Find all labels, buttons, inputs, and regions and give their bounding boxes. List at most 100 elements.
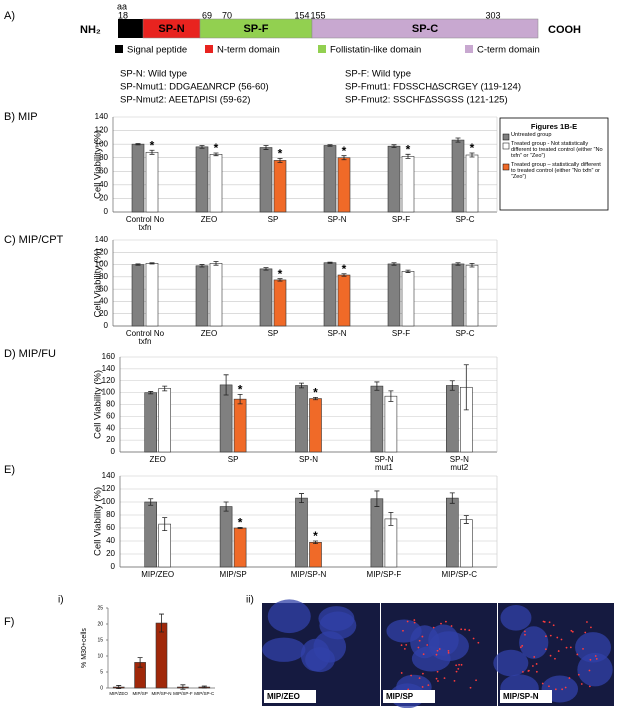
stain-dot xyxy=(523,630,526,633)
nucleus xyxy=(267,599,311,634)
bar xyxy=(273,160,287,213)
error-bar xyxy=(213,152,219,157)
nucleus xyxy=(319,611,357,640)
legend-label: Treated group – statistically different … xyxy=(511,162,601,180)
error-bar xyxy=(391,262,397,266)
error-bar xyxy=(199,145,205,149)
bar xyxy=(144,501,157,568)
bar xyxy=(370,385,384,453)
y-tick-label: 20 xyxy=(99,194,108,203)
error-bar xyxy=(277,278,283,282)
stain-dot xyxy=(421,686,424,688)
caption-bg xyxy=(264,690,316,703)
stain-dot xyxy=(435,677,438,680)
y-tick-label: 25 xyxy=(97,605,103,611)
x-tick-label: SP-N mut2 xyxy=(449,455,469,473)
stain-dot xyxy=(533,656,536,658)
y-tick-label: 140 xyxy=(102,471,116,480)
error-bar xyxy=(162,385,168,392)
bar xyxy=(445,385,459,453)
x-tick-label: MIP/SP-N xyxy=(151,691,172,696)
bar xyxy=(337,157,351,213)
nucleus xyxy=(493,649,529,677)
y-tick-label: 140 xyxy=(102,364,116,373)
aa-label: aa xyxy=(117,1,127,11)
stain-dot xyxy=(545,635,547,638)
error-bar xyxy=(469,152,475,158)
bar xyxy=(273,279,287,327)
residue-number: 18 xyxy=(118,10,128,20)
x-tick-label: ZEO xyxy=(200,329,218,338)
stain-dot xyxy=(580,683,583,685)
stain-dot xyxy=(432,626,435,629)
stain-dot xyxy=(406,620,409,623)
y-tick-label: 60 xyxy=(99,284,108,293)
y-tick-label: 100 xyxy=(95,260,109,269)
stain-dot xyxy=(564,686,567,689)
y-axis-label: % M30+cells xyxy=(81,628,88,668)
domain-block xyxy=(311,18,539,39)
stain-dot xyxy=(437,680,439,682)
stain-dot xyxy=(460,663,463,666)
stain-dot xyxy=(455,670,458,673)
legend-label: Signal peptide xyxy=(127,45,187,56)
stain-dot xyxy=(576,653,579,656)
stain-dot xyxy=(445,620,447,623)
x-tick-label: SP-N xyxy=(327,215,347,224)
stain-dot xyxy=(588,685,591,688)
stain-dot xyxy=(556,636,559,639)
stain-dot xyxy=(522,671,524,673)
y-tick-label: 80 xyxy=(99,272,108,281)
stain-dot xyxy=(418,677,421,680)
panel-label: E) xyxy=(4,464,15,476)
bar xyxy=(209,263,223,327)
stain-dot xyxy=(582,647,584,650)
y-tick-label: 80 xyxy=(99,153,108,162)
bar xyxy=(131,143,145,213)
x-tick-label: MIP/SP-C xyxy=(194,691,215,696)
image-caption: MIP/SP xyxy=(386,692,414,701)
x-tick-label: SP-F xyxy=(391,215,411,224)
stain-dot xyxy=(443,677,446,680)
bar xyxy=(387,263,401,327)
error-bar xyxy=(388,390,394,402)
y-tick-label: 60 xyxy=(106,411,115,420)
error-bar xyxy=(374,490,380,507)
residue-number: 69 xyxy=(202,10,212,20)
bar xyxy=(219,506,233,568)
stain-dot xyxy=(427,684,430,687)
y-tick-label: 15 xyxy=(97,637,103,643)
stain-dot xyxy=(519,646,522,649)
domain-label: SP-C xyxy=(412,23,438,35)
error-bar xyxy=(299,382,304,389)
bar xyxy=(195,265,209,327)
error-bar xyxy=(313,540,318,544)
error-bar xyxy=(237,394,243,405)
stain-dot xyxy=(548,685,550,688)
legend-swatch xyxy=(205,45,213,53)
domain-label: SP-N xyxy=(158,23,184,35)
bar xyxy=(323,262,337,327)
bar xyxy=(131,264,145,327)
significance-star: * xyxy=(238,516,243,530)
panel-sublabel: i) xyxy=(58,595,64,606)
nucleus xyxy=(386,619,422,643)
y-tick-label: 80 xyxy=(106,400,115,409)
x-tick-label: SP xyxy=(267,329,279,338)
legend-swatch xyxy=(502,142,510,150)
bar xyxy=(145,263,159,327)
x-tick-label: MIP/SP-F xyxy=(173,691,193,696)
bar xyxy=(309,398,322,453)
stain-dot xyxy=(460,628,463,631)
residue-number: 70 xyxy=(222,10,232,20)
significance-star: * xyxy=(313,386,318,400)
y-tick-label: 0 xyxy=(104,207,109,216)
bar xyxy=(465,264,479,327)
x-tick-label: MIP/SP-F xyxy=(366,570,402,579)
y-tick-label: 0 xyxy=(104,321,109,330)
error-bar xyxy=(199,264,205,268)
bar xyxy=(387,145,401,213)
error-bar xyxy=(162,517,168,531)
stain-dot xyxy=(531,665,534,667)
bar xyxy=(233,527,247,568)
